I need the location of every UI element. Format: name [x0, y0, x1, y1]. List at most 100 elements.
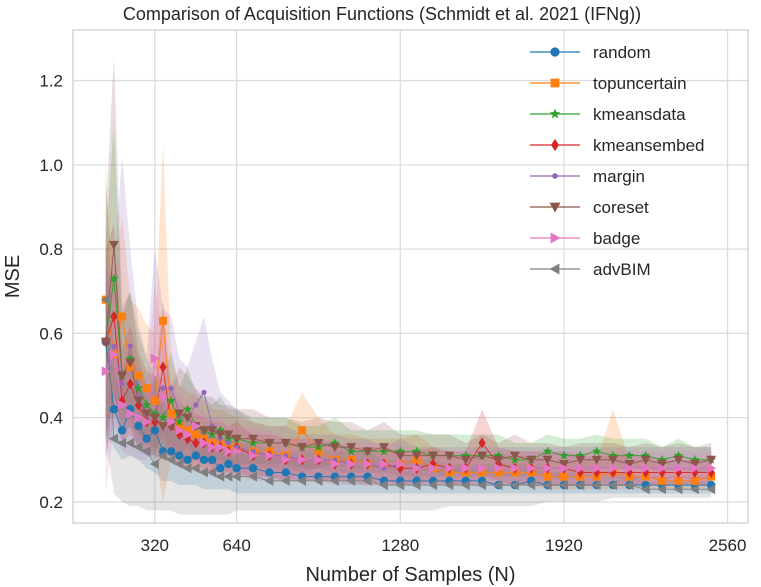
- point-topuncertain-1600: [478, 468, 487, 477]
- point-advBIM-576: [215, 471, 225, 482]
- point-topuncertain-896: [298, 426, 307, 435]
- point-coreset-160: [108, 240, 119, 250]
- legend-marker-margin: [552, 173, 558, 179]
- point-coreset-832: [280, 438, 291, 448]
- point-badge-1408: [429, 463, 438, 474]
- point-coreset-608: [223, 430, 234, 440]
- point-badge-160: [109, 349, 119, 360]
- point-kmeansdata-2304: [657, 454, 667, 464]
- point-topuncertain-288: [142, 384, 151, 393]
- point-coreset-192: [117, 371, 128, 381]
- point-badge-256: [134, 412, 144, 423]
- point-kmeansdata-2048: [591, 446, 602, 456]
- point-badge-2496: [707, 463, 717, 474]
- x-tick-labels: 320 640 1280 1920 2560: [141, 536, 747, 555]
- y-tick-label-0.8: 0.8: [39, 240, 63, 259]
- x-axis-label: Number of Samples (N): [305, 564, 515, 586]
- point-advBIM-448: [182, 463, 192, 474]
- point-coreset-224: [125, 358, 136, 368]
- point-badge-384: [167, 416, 177, 427]
- point-advBIM-288: [141, 446, 151, 457]
- point-topuncertain-416: [175, 422, 184, 431]
- point-kmeansembed-352: [159, 361, 167, 373]
- point-advBIM-160: [108, 433, 118, 444]
- point-badge-2176: [625, 463, 635, 474]
- point-badge-1344: [412, 463, 422, 474]
- legend-marker-random: [550, 47, 560, 57]
- point-advBIM-512: [198, 467, 208, 478]
- point-kmeansdata-1856: [542, 446, 553, 456]
- point-random-160: [109, 405, 119, 414]
- point-coreset-2432: [689, 460, 700, 470]
- point-kmeansdata-160: [109, 273, 119, 283]
- point-badge-1024: [330, 459, 340, 470]
- point-coreset-1408: [428, 451, 438, 461]
- confidence-bands: [105, 55, 712, 515]
- series-markers: [100, 240, 717, 495]
- point-advBIM-2240: [640, 484, 650, 495]
- point-kmeansdata-2176: [624, 450, 635, 460]
- point-badge-1088: [347, 459, 357, 470]
- point-coreset-576: [215, 430, 226, 440]
- point-advBIM-1984: [575, 480, 585, 491]
- point-topuncertain-448: [183, 426, 192, 435]
- legend-marker-badge: [550, 232, 561, 244]
- point-topuncertain-320: [150, 396, 159, 405]
- y-tick-label-1.0: 1.0: [39, 156, 63, 175]
- point-kmeansdata-320: [150, 408, 160, 418]
- point-kmeansdata-1024: [330, 437, 340, 447]
- point-kmeansembed-1600: [478, 437, 486, 449]
- point-topuncertain-1856: [543, 472, 552, 481]
- point-advBIM-1536: [460, 480, 470, 491]
- legend-label-advBIM: advBIM: [593, 260, 651, 279]
- point-margin-160: [111, 343, 117, 349]
- legend-label-margin: margin: [593, 167, 645, 186]
- point-advBIM-2176: [624, 480, 634, 491]
- point-advBIM-1280: [395, 480, 405, 491]
- point-badge-1728: [510, 463, 520, 474]
- point-random-416: [175, 451, 184, 460]
- point-kmeansdata-448: [182, 404, 193, 414]
- point-random-544: [207, 455, 217, 464]
- point-badge-480: [191, 421, 201, 432]
- point-advBIM-256: [133, 442, 143, 453]
- point-badge-1472: [445, 463, 455, 474]
- point-badge-2240: [641, 463, 651, 474]
- point-kmeansdata-1280: [395, 446, 406, 456]
- point-advBIM-2304: [657, 484, 667, 495]
- grid: [73, 30, 748, 523]
- point-badge-1984: [576, 463, 586, 474]
- point-badge-1792: [527, 463, 537, 474]
- legend-label-topuncertain: topuncertain: [593, 74, 687, 93]
- point-margin-384: [168, 385, 174, 391]
- point-badge-1216: [379, 459, 389, 470]
- point-advBIM-1664: [493, 480, 503, 491]
- point-badge-1920: [559, 463, 569, 474]
- point-advBIM-192: [117, 437, 127, 448]
- point-badge-832: [281, 454, 291, 465]
- point-advBIM-1920: [558, 480, 568, 491]
- point-margin-192: [119, 381, 125, 387]
- point-coreset-640: [231, 434, 242, 444]
- point-random-768: [265, 468, 274, 477]
- point-coreset-544: [207, 426, 218, 436]
- point-advBIM-960: [313, 475, 323, 486]
- point-coreset-2496: [706, 455, 717, 465]
- point-random-576: [216, 464, 225, 473]
- point-kmeansdata-2112: [608, 450, 618, 460]
- point-coreset-1152: [362, 447, 373, 457]
- point-advBIM-2112: [608, 480, 617, 491]
- point-advBIM-1344: [411, 480, 421, 491]
- point-advBIM-224: [125, 437, 135, 448]
- point-coreset-1728: [509, 451, 520, 461]
- point-topuncertain-256: [134, 371, 143, 380]
- legend-marker-topuncertain: [550, 78, 560, 88]
- point-badge-224: [126, 408, 136, 419]
- point-coreset-1344: [411, 451, 422, 461]
- y-tick-label-0.4: 0.4: [39, 409, 63, 428]
- point-kmeansdata-2240: [640, 450, 651, 460]
- point-kmeansdata-1664: [493, 450, 504, 460]
- point-badge-2368: [674, 463, 684, 474]
- point-advBIM-608: [223, 471, 233, 482]
- chart-title: Comparison of Acquisition Functions (Sch…: [123, 4, 641, 24]
